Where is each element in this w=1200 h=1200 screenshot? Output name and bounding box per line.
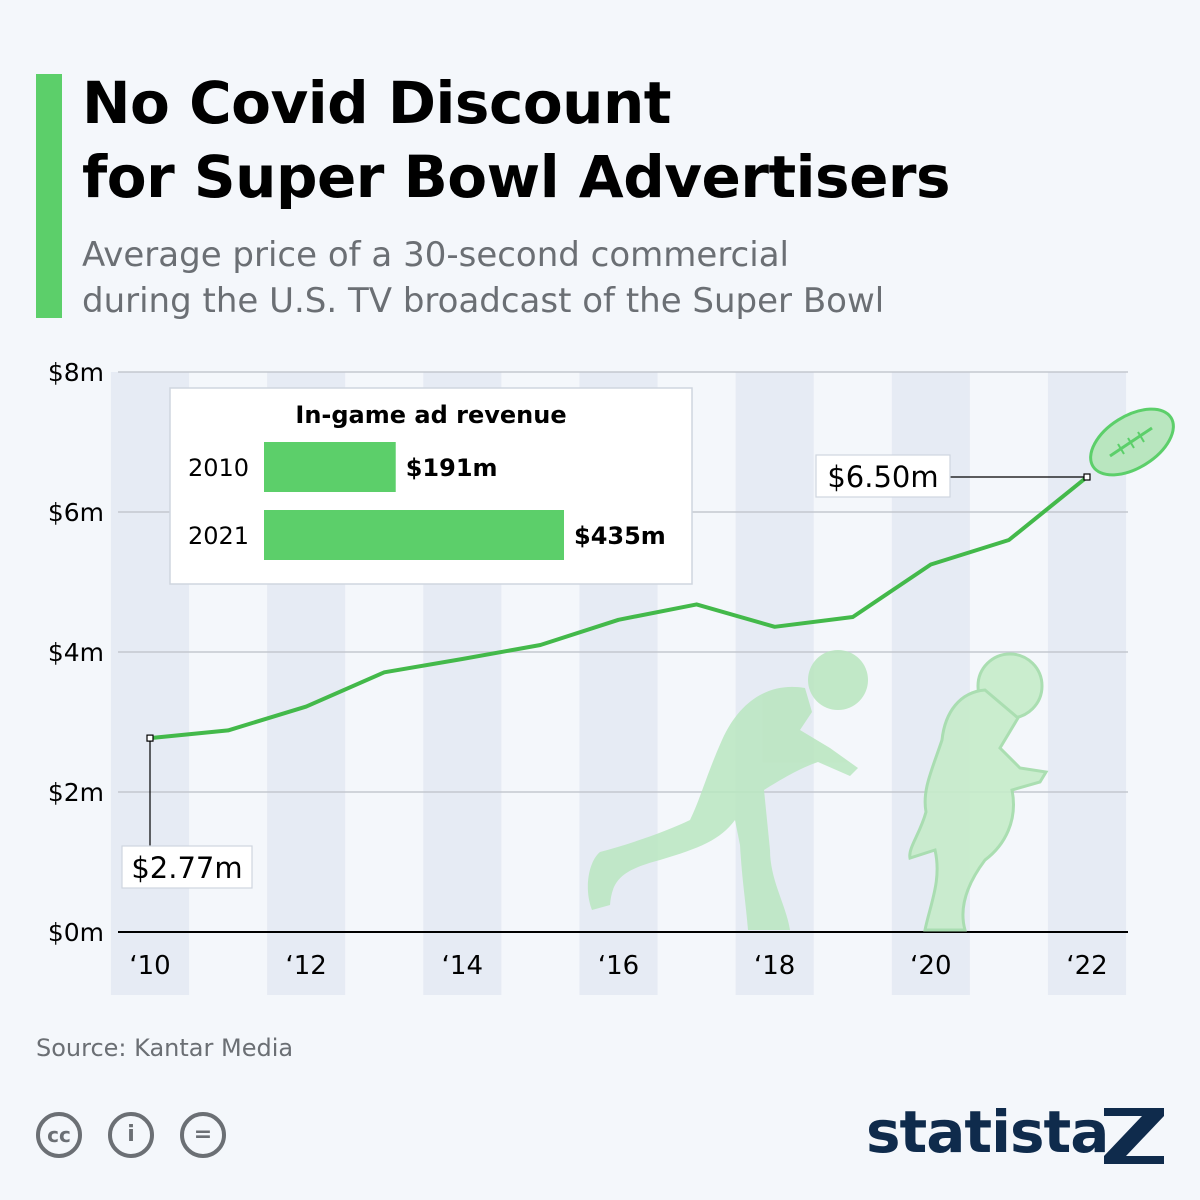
inset-title: In-game ad revenue bbox=[295, 401, 566, 429]
x-tick-label: ‘16 bbox=[598, 951, 639, 981]
page-subtitle: Average price of a 30-second commercial … bbox=[82, 232, 1162, 324]
x-tick-label: ‘12 bbox=[285, 951, 326, 981]
subtitle-line-2: during the U.S. TV broadcast of the Supe… bbox=[82, 281, 885, 321]
inset-bars: 2010 $191m 2021 $435m bbox=[188, 442, 666, 560]
first-callout-box bbox=[121, 845, 253, 889]
cc-icon: cc bbox=[36, 1112, 82, 1158]
inset-category-label: 2021 bbox=[188, 522, 249, 550]
y-tick-label: $2m bbox=[48, 778, 104, 807]
first-value-label: $2.77m bbox=[131, 851, 242, 885]
y-tick-label: $4m bbox=[48, 638, 104, 667]
inset-bar bbox=[264, 442, 396, 492]
title-line-1: No Covid Discount bbox=[82, 69, 671, 137]
last-value-label: $6.50m bbox=[827, 460, 938, 494]
statista-mark-icon bbox=[1104, 1108, 1164, 1164]
x-tick-label: ‘18 bbox=[754, 951, 795, 981]
x-axis-labels: ‘10 ‘12 ‘14 ‘16 ‘18 ‘20 ‘22 bbox=[129, 951, 1107, 981]
x-tick-label: ‘20 bbox=[910, 951, 951, 981]
football-player-silhouette-left-icon bbox=[587, 650, 868, 930]
no-derivatives-icon: = bbox=[180, 1112, 226, 1158]
y-axis-labels: $0m $2m $4m $6m $8m bbox=[48, 358, 104, 947]
statista-logo: statista bbox=[866, 1098, 1109, 1166]
page-title: No Covid Discount for Super Bowl Adverti… bbox=[82, 66, 1162, 214]
y-tick-label: $6m bbox=[48, 498, 104, 527]
inset-category-label: 2010 bbox=[188, 454, 249, 482]
inset-value-label: $435m bbox=[574, 522, 666, 550]
subtitle-line-1: Average price of a 30-second commercial bbox=[82, 235, 789, 275]
attribution-icon: i bbox=[108, 1112, 154, 1158]
last-point-marker bbox=[1083, 473, 1091, 481]
line-chart: $0m $2m $4m $6m $8m ‘10 ‘12 ‘14 ‘16 ‘18 ‘20 ‘22 $2… bbox=[48, 358, 1175, 995]
inset-bar bbox=[264, 510, 564, 560]
last-callout-box bbox=[815, 454, 951, 498]
y-tick-label: $8m bbox=[48, 358, 104, 387]
inset-ad-revenue: In-game ad revenue 2010 $191m 2021 $435m bbox=[169, 387, 693, 585]
callouts: $2.77m $6.50m bbox=[121, 454, 1091, 889]
source-note: Source: Kantar Media bbox=[36, 1034, 294, 1062]
inset-value-label: $191m bbox=[406, 454, 498, 482]
x-tick-label: ‘14 bbox=[442, 951, 483, 981]
price-line bbox=[149, 475, 1089, 741]
title-accent-bar bbox=[36, 74, 62, 318]
y-tick-label: $0m bbox=[48, 918, 104, 947]
first-point-marker bbox=[146, 734, 154, 742]
title-line-2: for Super Bowl Advertisers bbox=[82, 143, 951, 211]
x-tick-label: ‘10 bbox=[129, 951, 170, 981]
football-icon bbox=[1089, 407, 1175, 477]
x-tick-label: ‘22 bbox=[1066, 951, 1107, 981]
football-player-silhouette-right-icon bbox=[908, 652, 1049, 932]
